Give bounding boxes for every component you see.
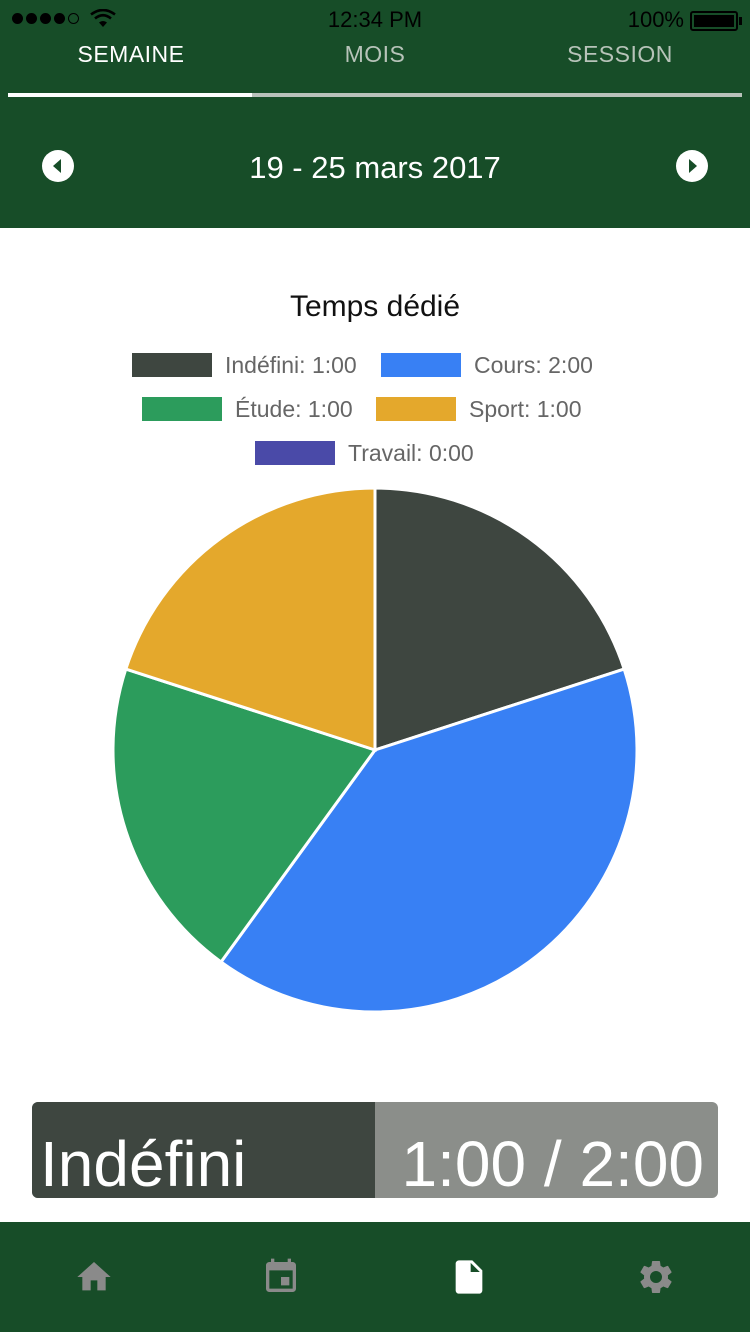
legend-swatch	[376, 397, 456, 421]
battery-tip	[739, 17, 742, 25]
chevron-right-circle-icon	[689, 159, 697, 173]
legend-swatch	[255, 441, 335, 465]
category-summary-bar: Indéfini 1:00 / 2:00	[32, 1102, 718, 1198]
legend-label: Travail: 0:00	[348, 440, 474, 466]
home-icon	[77, 1262, 111, 1291]
wifi-icon	[90, 9, 116, 27]
bottom-navigation	[0, 1222, 750, 1332]
status-time: 12:34 PM	[327, 7, 423, 32]
legend-label: Indéfini: 1:00	[225, 352, 357, 378]
legend-swatch	[132, 353, 212, 377]
legend-swatch	[142, 397, 222, 421]
calendar-icon	[266, 1258, 296, 1292]
summary-category-name: Indéfini	[40, 1128, 247, 1198]
period-label: 19 - 25 mars 2017	[249, 150, 501, 185]
document-icon	[455, 1260, 483, 1294]
pie-chart[interactable]	[0, 470, 750, 1030]
chart-title: Temps dédié	[289, 290, 461, 323]
previous-period-button[interactable]	[42, 150, 74, 182]
signal-dots-icon	[12, 13, 79, 24]
period-tabs: SEMAINE MOIS SESSION	[0, 36, 750, 98]
summary-time-value: 1:00 / 2:00	[401, 1128, 704, 1198]
legend-label: Cours: 2:00	[474, 352, 593, 378]
next-period-button[interactable]	[676, 150, 708, 182]
legend-swatch	[381, 353, 461, 377]
period-selector: 19 - 25 mars 2017	[0, 130, 750, 204]
battery-icon	[690, 11, 738, 31]
nav-home-button[interactable]	[74, 1257, 114, 1297]
legend-label: Étude: 1:00	[235, 396, 353, 422]
tab-track	[8, 93, 742, 97]
tab-session[interactable]: SESSION	[567, 41, 673, 67]
status-bar: 12:34 PM 100%	[0, 0, 750, 40]
nav-calendar-button[interactable]	[261, 1257, 301, 1297]
app-header: 12:34 PM 100% SEMAINE MOIS SESSION 19 - …	[0, 0, 750, 228]
gear-icon	[640, 1261, 672, 1293]
pie-slice-cours[interactable]	[218, 667, 639, 1014]
tab-indicator	[8, 93, 252, 97]
pie-slice-indefini[interactable]	[373, 486, 627, 753]
legend-label: Sport: 1:00	[469, 396, 582, 422]
pie-slice-sport[interactable]	[123, 486, 377, 753]
nav-settings-button[interactable]	[636, 1257, 676, 1297]
pie-slice-etude[interactable]	[111, 667, 378, 965]
tab-mois[interactable]: MOIS	[344, 41, 406, 67]
tab-semaine[interactable]: SEMAINE	[77, 41, 185, 67]
summary-progress-fill	[32, 1102, 375, 1198]
nav-report-button[interactable]	[449, 1257, 489, 1297]
chevron-left-circle-icon	[53, 159, 61, 173]
battery-percent: 100%	[627, 7, 684, 32]
